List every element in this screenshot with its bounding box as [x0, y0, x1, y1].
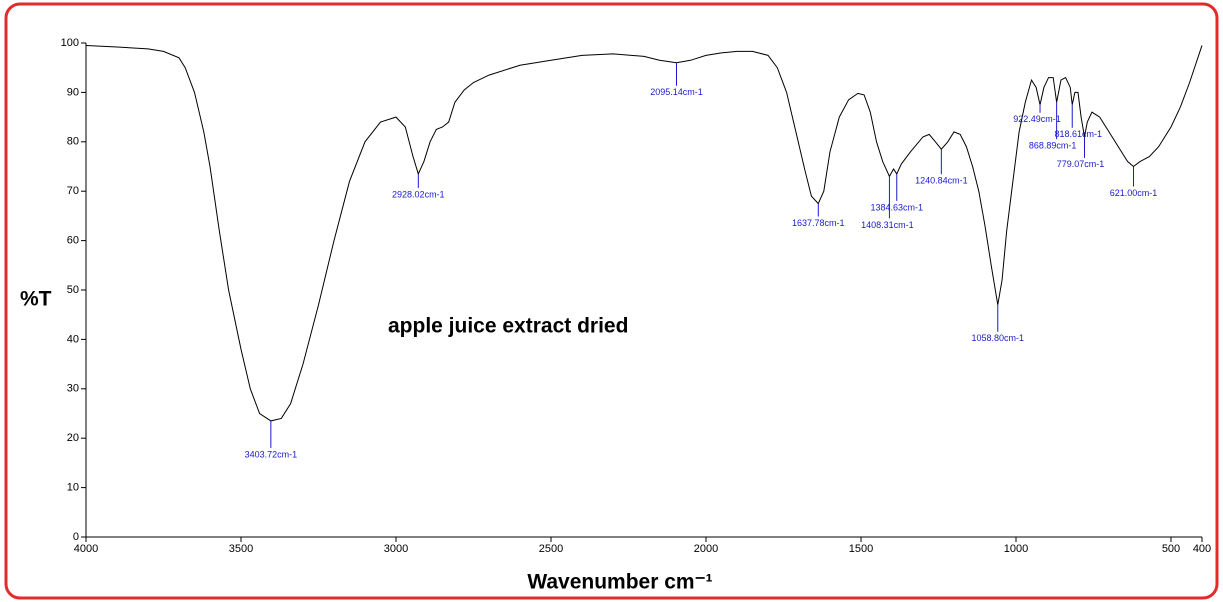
- peak-label: 2095.14cm-1: [650, 87, 703, 97]
- frame: [4, 2, 1219, 600]
- peak-label: 868.89cm-1: [1029, 141, 1077, 151]
- x-tick-label: 2000: [694, 543, 718, 555]
- y-tick-label: 10: [67, 482, 79, 494]
- peak-label: 1384.63cm-1: [870, 202, 923, 212]
- peak-label: 1637.78cm-1: [792, 218, 845, 228]
- peak-label: 1408.31cm-1: [861, 220, 914, 230]
- y-tick-label: 0: [73, 531, 79, 543]
- y-tick-label: 20: [67, 432, 79, 444]
- peak-label: 1058.80cm-1: [971, 333, 1024, 343]
- x-tick-label: 1000: [1004, 543, 1028, 555]
- x-tick-label: 3500: [229, 543, 253, 555]
- peak-label: 621.00cm-1: [1110, 188, 1158, 198]
- y-tick-label: 40: [67, 333, 79, 345]
- y-axis-label: %T: [20, 288, 52, 311]
- peak-label: 818.61cm-1: [1054, 129, 1102, 139]
- x-tick-label: 4000: [74, 543, 98, 555]
- x-tick-label: 400: [1193, 543, 1211, 555]
- peak-label: 779.07cm-1: [1057, 159, 1105, 169]
- y-tick-label: 60: [67, 235, 79, 247]
- y-tick-label: 90: [67, 86, 79, 98]
- y-tick-label: 100: [61, 37, 79, 49]
- x-tick-label: 3000: [384, 543, 408, 555]
- spectrum-line: [85, 44, 1203, 422]
- peak-label: 3403.72cm-1: [245, 449, 298, 459]
- x-tick-label: 1500: [849, 543, 873, 555]
- y-tick-label: 70: [67, 185, 79, 197]
- x-axis-label: Wavenumber cm⁻¹: [527, 571, 712, 594]
- annotation: apple juice extract dried: [388, 315, 628, 338]
- y-tick-label: 80: [67, 136, 79, 148]
- peak-label: 2928.02cm-1: [392, 189, 445, 199]
- y-tick-label: 30: [67, 383, 79, 395]
- x-tick-label: 2500: [539, 543, 563, 555]
- peak-label: 1240.84cm-1: [915, 176, 968, 186]
- peak-label: 922.49cm-1: [1013, 114, 1061, 124]
- y-tick-label: 50: [67, 284, 79, 296]
- x-tick-label: 500: [1162, 543, 1180, 555]
